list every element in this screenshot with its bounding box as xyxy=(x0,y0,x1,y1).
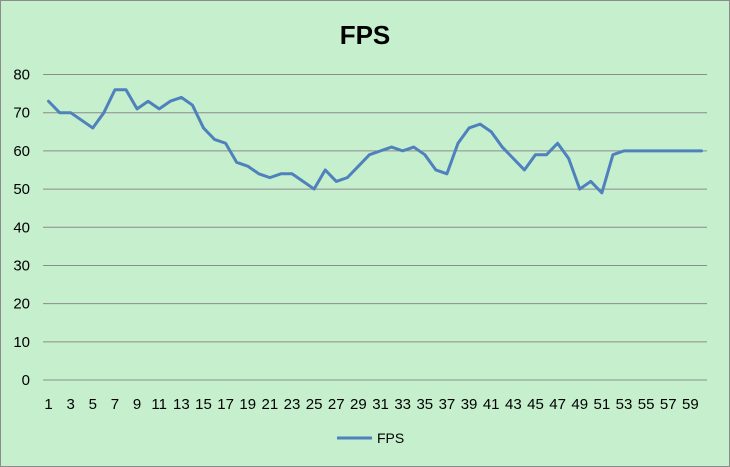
x-tick-label: 37 xyxy=(439,396,456,413)
x-tick-label: 43 xyxy=(505,396,522,413)
x-tick-label: 23 xyxy=(284,396,301,413)
x-tick-label: 17 xyxy=(217,396,234,413)
x-tick-label: 25 xyxy=(306,396,323,413)
y-tick-label: 20 xyxy=(13,296,30,313)
y-tick-label: 40 xyxy=(13,219,30,236)
x-tick-label: 27 xyxy=(328,396,345,413)
y-tick-label: 50 xyxy=(13,181,30,198)
x-tick-label: 5 xyxy=(89,396,97,413)
x-tick-label: 3 xyxy=(66,396,74,413)
x-tick-label: 7 xyxy=(111,396,119,413)
y-tick-label: 30 xyxy=(13,257,30,274)
x-tick-label: 49 xyxy=(571,396,588,413)
y-tick-label: 0 xyxy=(22,372,30,389)
y-tick-label: 70 xyxy=(13,105,30,122)
x-tick-label: 33 xyxy=(394,396,411,413)
y-tick-label: 80 xyxy=(13,67,30,84)
x-tick-label: 51 xyxy=(594,396,611,413)
x-tick-label: 13 xyxy=(173,396,190,413)
chart-title: FPS xyxy=(340,20,391,50)
x-tick-label: 9 xyxy=(133,396,141,413)
series-layer xyxy=(47,88,703,195)
series-line-fps xyxy=(47,88,703,195)
x-tick-label: 29 xyxy=(350,396,367,413)
x-tick-label: 11 xyxy=(151,396,167,413)
x-tick-label: 53 xyxy=(616,396,633,413)
x-tick-label: 59 xyxy=(682,396,699,413)
x-tick-label: 39 xyxy=(461,396,478,413)
x-tick-label: 41 xyxy=(483,396,500,413)
legend-label-fps: FPS xyxy=(377,430,404,446)
x-tick-label: 19 xyxy=(239,396,256,413)
x-tick-label: 55 xyxy=(638,396,655,413)
x-tick-label: 15 xyxy=(195,396,212,413)
x-tick-label: 31 xyxy=(372,396,389,413)
x-axis-ticks: 1 3 5 7 9 11 13 15 17 19 21 23 25 27 29 31 33 35 37 39 41 43 4… xyxy=(44,396,698,413)
y-tick-label: 10 xyxy=(13,334,30,351)
y-tick-label: 60 xyxy=(13,143,30,160)
gridlines xyxy=(43,74,707,381)
x-tick-label: 1 xyxy=(44,396,52,413)
y-axis-ticks: 0 10 20 30 40 50 60 70 80 xyxy=(13,67,30,390)
x-tick-label: 45 xyxy=(527,396,544,413)
x-tick-label: 35 xyxy=(416,396,433,413)
x-tick-label: 47 xyxy=(549,396,566,413)
x-tick-label: 21 xyxy=(262,396,279,413)
legend: FPS xyxy=(337,430,404,446)
x-tick-label: 57 xyxy=(660,396,677,413)
